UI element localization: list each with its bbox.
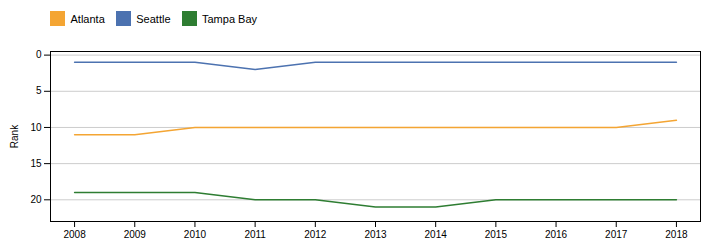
svg-text:0: 0: [36, 49, 42, 60]
svg-text:2008: 2008: [63, 228, 86, 238]
svg-text:20: 20: [30, 193, 42, 204]
svg-text:2013: 2013: [364, 228, 387, 238]
svg-text:2017: 2017: [605, 228, 628, 238]
svg-text:2011: 2011: [244, 228, 266, 238]
html-text:Seattle: Seattle: [136, 12, 171, 25]
svg-text:2018: 2018: [665, 228, 688, 238]
svg-text:2015: 2015: [485, 228, 508, 238]
svg-text:2014: 2014: [425, 228, 448, 238]
html-text:Tampa Bay: Tampa Bay: [202, 12, 257, 25]
svg-text:5: 5: [36, 85, 42, 96]
svg-text:15: 15: [30, 157, 42, 168]
svg-text:2016: 2016: [545, 228, 568, 238]
svg-text:10: 10: [30, 121, 42, 132]
svg-text:Rank: Rank: [9, 123, 20, 147]
html-text:Atlanta: Atlanta: [70, 12, 105, 25]
svg-text:2010: 2010: [184, 228, 207, 238]
svg-text:2012: 2012: [304, 228, 327, 238]
svg-text:2009: 2009: [124, 228, 147, 238]
